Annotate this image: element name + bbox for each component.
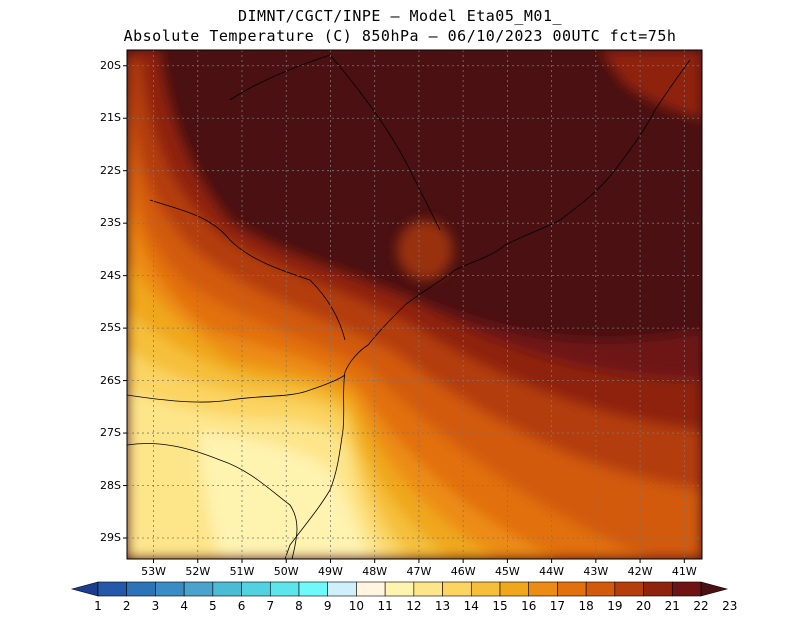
lon-label: 47W xyxy=(406,565,432,578)
colorbar-segment xyxy=(413,581,443,597)
lon-label: 46W xyxy=(450,565,476,578)
lon-label: 52W xyxy=(185,565,211,578)
colorbar-label: 6 xyxy=(237,599,246,613)
colorbar-segment xyxy=(241,581,271,597)
temperature-field xyxy=(127,50,702,559)
colorbar-label: 12 xyxy=(406,599,422,613)
lon-label: 44W xyxy=(539,565,565,578)
colorbar-segment xyxy=(614,581,644,597)
colorbar-label: 14 xyxy=(463,599,479,613)
colorbar-segment xyxy=(671,581,702,597)
axis-ticks xyxy=(123,65,685,563)
lon-label: 42W xyxy=(627,565,653,578)
colorbar-label: 8 xyxy=(295,599,303,613)
colorbar-label: 11 xyxy=(377,599,393,613)
title-line-1: DIMNT/CGCT/INPE – Model Eta05_M01_ xyxy=(237,7,563,25)
lon-label: 49W xyxy=(318,565,343,578)
colorbar-label: 9 xyxy=(323,599,332,613)
lat-label: 26S xyxy=(100,373,121,387)
colorbar-label: 2 xyxy=(122,599,131,613)
colorbar-segment xyxy=(269,581,300,597)
colorbar-label: 13 xyxy=(434,599,451,613)
colorbar-segment xyxy=(298,581,329,597)
colorbar-label: 16 xyxy=(521,599,537,613)
lon-label: 53W xyxy=(141,565,166,578)
lat-label: 22S xyxy=(100,163,121,177)
colorbar-segment xyxy=(212,581,242,597)
lon-label: 51W xyxy=(229,565,255,578)
lat-label: 20S xyxy=(100,58,121,72)
lat-label: 23S xyxy=(100,216,121,230)
colorbar-segment xyxy=(155,581,185,597)
title-line-2: Absolute Temperature (C) 850hPa – 06/10/… xyxy=(123,27,677,45)
colorbar-segment xyxy=(126,581,156,597)
lat-label: 28S xyxy=(100,478,121,492)
map-frame xyxy=(126,49,703,560)
colorbar-segment xyxy=(470,581,501,597)
colorbar-label: 3 xyxy=(151,599,160,613)
colorbar-segment xyxy=(384,581,415,597)
lon-label: 43W xyxy=(583,565,609,578)
colorbar-label: 7 xyxy=(266,599,275,613)
colorbar-label: 5 xyxy=(209,599,217,613)
colorbar-label: 15 xyxy=(492,599,508,613)
colorbar-segment xyxy=(557,581,587,597)
colorbar-segment xyxy=(70,581,99,597)
colorbar-segment xyxy=(183,581,214,597)
colorbar-label: 10 xyxy=(348,599,365,613)
colorbar-label: 4 xyxy=(180,599,188,613)
colorbar-label: 17 xyxy=(549,599,566,613)
lat-label: 25S xyxy=(100,321,121,335)
graticule xyxy=(127,50,702,559)
lon-label: 41W xyxy=(671,565,697,578)
colorbar-segment xyxy=(528,581,558,597)
colorbar-segment xyxy=(97,581,128,597)
colorbar-segment xyxy=(643,581,673,597)
colorbar-label: 19 xyxy=(607,599,623,613)
colorbar-segment xyxy=(700,581,729,597)
lat-label: 24S xyxy=(100,268,121,282)
colorbar-label: 1 xyxy=(94,599,102,613)
lon-label: 50W xyxy=(273,565,299,578)
colorbar-segment xyxy=(356,581,386,597)
colorbar-label: 21 xyxy=(664,599,680,613)
lon-label: 45W xyxy=(494,565,520,578)
lat-label: 29S xyxy=(100,531,121,544)
colorbar-label: 18 xyxy=(578,599,594,613)
lat-label: 27S xyxy=(100,426,121,440)
colorbar-segment xyxy=(499,581,530,597)
colorbar-segment xyxy=(585,581,616,597)
colorbar-label: 22 xyxy=(693,599,709,613)
colorbar-segment xyxy=(327,581,357,597)
lat-label: 21S xyxy=(100,111,121,125)
coastline xyxy=(127,54,691,559)
colorbar-label: 20 xyxy=(635,599,652,613)
colorbar-label: 23 xyxy=(722,599,738,613)
lon-label: 48W xyxy=(362,565,388,578)
colorbar-segment xyxy=(442,581,472,597)
